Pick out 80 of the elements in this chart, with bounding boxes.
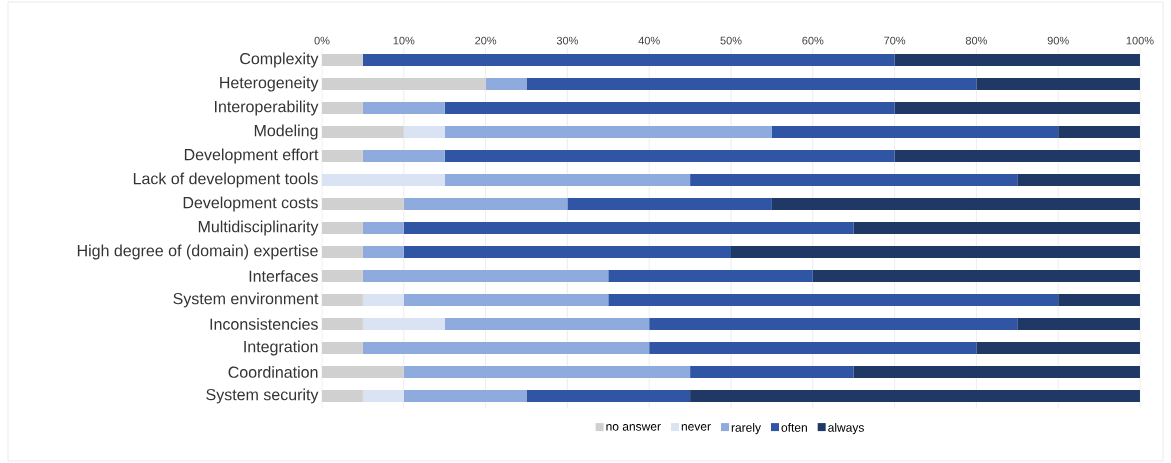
bar [362,150,445,162]
y-tick-label: Integration [244,340,318,356]
bar [608,293,1059,306]
bar [403,389,527,402]
x-tick-label: 20% [475,36,497,45]
bar [362,341,650,354]
bar [771,126,1059,138]
bar [690,174,1018,186]
bar [690,365,854,378]
y-tick-label: Lack of development tools [133,172,318,188]
bar [608,269,813,282]
y-tick-label: High degree of (domain) expertise [77,244,318,260]
bar [649,341,977,354]
bar [403,221,854,234]
bar [362,269,609,282]
bar [403,365,691,378]
x-tick-label: 10% [393,36,415,45]
x-tick-label: 50% [720,36,742,45]
bar [485,78,527,90]
legend-label: often [781,422,807,432]
bar [444,174,691,186]
bar [812,269,1140,282]
bar [526,389,691,402]
x-tick-label: 70% [884,36,906,45]
y-tick-label: Complexity [240,52,319,68]
legend-label: rarely [731,423,761,435]
bar [731,245,1140,258]
x-tick-label: 100% [1126,36,1154,45]
legend-label: never [681,424,711,431]
bar [362,102,445,114]
y-tick-label: System environment [173,292,319,308]
bar [362,389,404,402]
y-tick-label: Development effort [184,148,319,164]
bar [526,78,977,90]
y-tick-label: Modeling [254,124,318,140]
bar [894,54,1140,66]
bar [1017,317,1140,330]
bar [444,102,895,114]
bar [403,197,568,210]
bar [362,221,404,234]
y-tick-label: Heterogeneity [220,76,319,92]
bar [894,102,1140,114]
bar [362,245,404,258]
x-tick-label: 0% [314,36,330,45]
bar [1058,126,1140,138]
y-tick-label: Interoperability [215,100,319,116]
y-tick-label: System security [206,388,319,404]
legend-label: always [828,423,864,435]
bar [853,365,1140,378]
x-tick-label: 30% [556,36,578,45]
legend-label: no answer [606,424,661,431]
bar [1058,293,1140,306]
bar [894,150,1140,162]
x-tick-label: 90% [1047,36,1069,45]
y-tick-label: Multidisciplinarity [198,220,319,236]
bar [403,293,609,306]
bar [362,317,445,330]
bar [853,221,1140,234]
bar [690,389,1140,402]
x-tick-label: 80% [965,36,987,45]
bar [444,126,772,138]
bar [444,317,650,330]
y-tick-label: Interfaces [249,270,318,282]
bar [362,293,404,306]
y-tick-label: Inconsistencies [210,318,318,330]
y-tick-label: Development costs [183,196,318,212]
bar [403,126,445,138]
bar [322,174,445,186]
bar [976,78,1140,90]
bar [567,197,772,210]
bar [771,197,1140,210]
bar [1017,174,1140,186]
x-tick-label: 40% [638,36,660,45]
bar [444,150,895,162]
bar [403,245,731,258]
y-tick-label: Coordination [228,366,318,378]
bar [362,54,895,66]
bar [649,317,1018,330]
bar [976,341,1140,354]
x-tick-label: 60% [802,36,824,45]
